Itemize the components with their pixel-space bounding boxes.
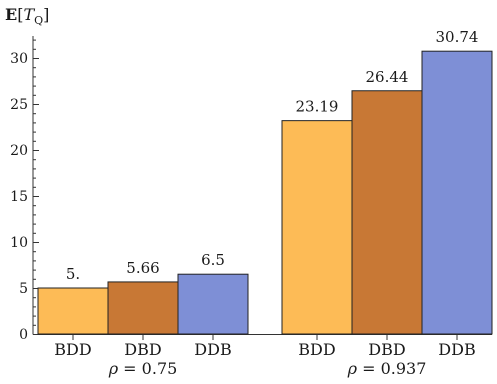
y-tick-label: 30 xyxy=(10,51,28,67)
y-tick-label: 25 xyxy=(10,97,28,113)
bar xyxy=(351,90,423,335)
y-tick-label: 15 xyxy=(10,189,28,205)
x-category-label: BDD xyxy=(54,340,91,359)
x-category-label: DBD xyxy=(368,340,405,359)
y-tick-label: 0 xyxy=(19,327,28,343)
x-category-label: DBD xyxy=(124,340,161,359)
bar xyxy=(107,281,179,335)
y-tick-label: 10 xyxy=(10,235,28,251)
group-label: ρ = 0.75 xyxy=(108,359,178,378)
group-label: ρ = 0.937 xyxy=(347,359,427,378)
bar xyxy=(37,287,109,335)
y-axis-label-open: [ xyxy=(17,5,23,24)
bar-value-label: 5.66 xyxy=(126,259,159,277)
x-category-label: DDB xyxy=(438,340,475,359)
y-axis-label-var: T xyxy=(23,5,35,24)
y-tick-label: 5 xyxy=(19,281,28,297)
y-axis-label: E[TQ] xyxy=(5,5,49,27)
bar-value-label: 26.44 xyxy=(366,68,409,86)
bar-value-label: 23.19 xyxy=(296,98,339,116)
bar-value-label: 5. xyxy=(66,265,80,283)
bar-value-label: 30.74 xyxy=(436,28,479,46)
y-axis-label-close: ] xyxy=(43,5,49,24)
y-axis-label-sub: Q xyxy=(34,14,43,27)
bar xyxy=(281,120,353,335)
bar-value-label: 6.5 xyxy=(201,251,225,269)
x-category-label: BDD xyxy=(298,340,335,359)
bar xyxy=(177,273,249,335)
y-tick-label: 20 xyxy=(10,143,28,159)
labels: 5. BDD 5.66 DBD 6.5 DDB ρ = 0.75 23.19 BDD 26.44 D… xyxy=(54,28,478,378)
bars xyxy=(37,50,493,335)
bar xyxy=(421,50,493,335)
x-category-label: DDB xyxy=(194,340,231,359)
y-axis-label-bold: E xyxy=(5,5,17,24)
